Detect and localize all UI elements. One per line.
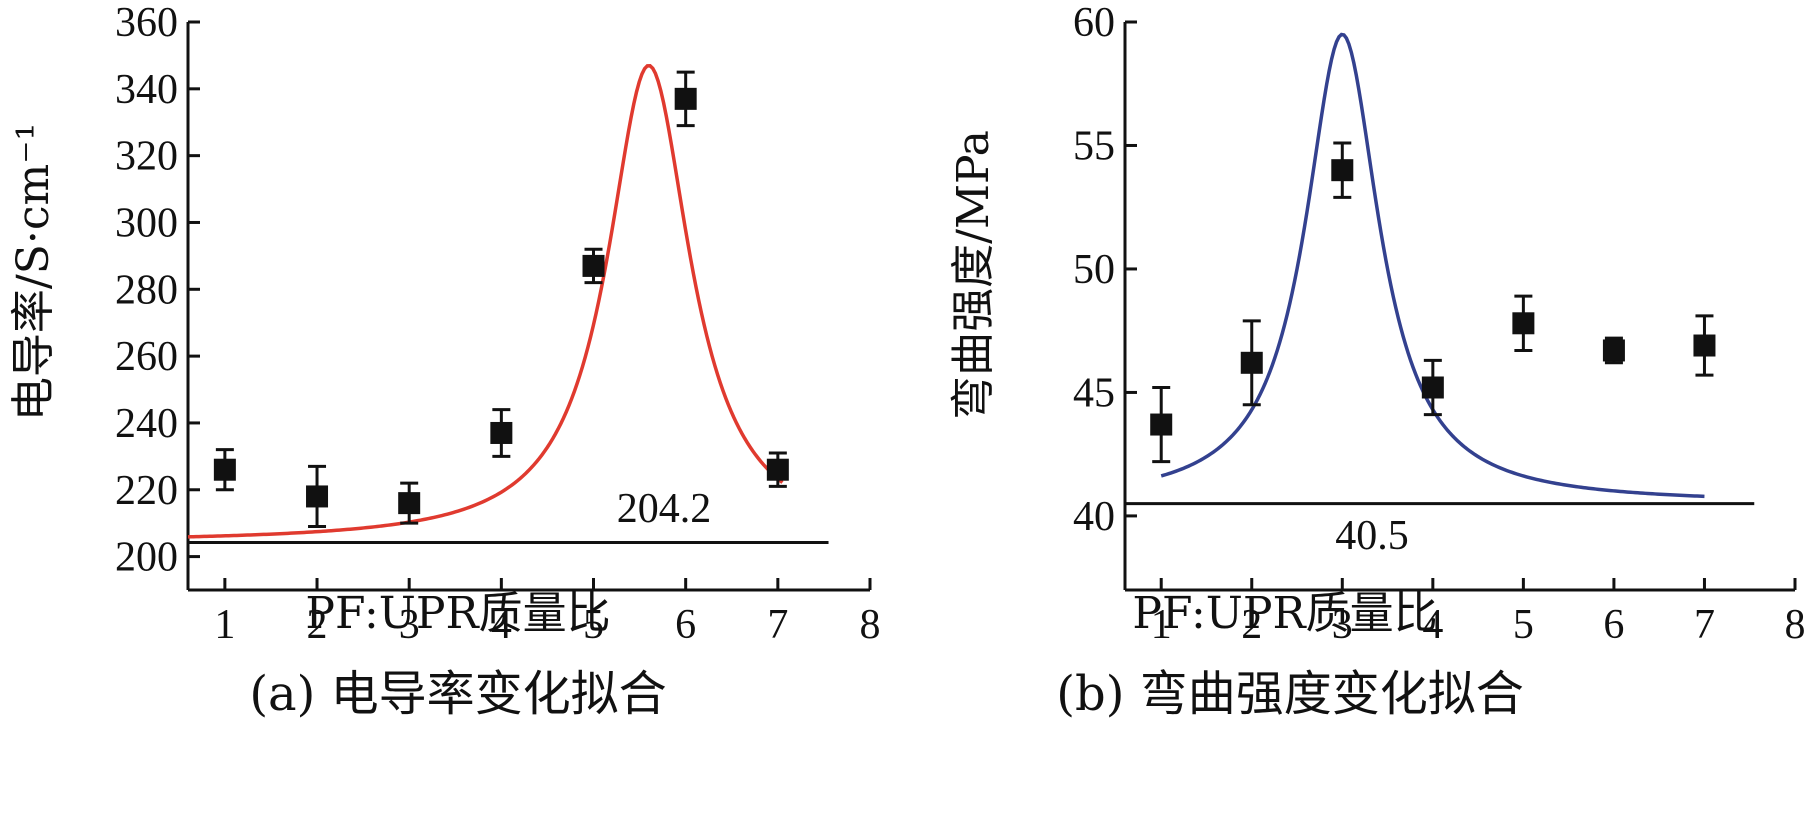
- panel-b-fit-curve: [1160, 32, 1705, 499]
- panel-a-xlabel: PF:UPR质量比: [305, 588, 610, 639]
- panel-b-marker: [1512, 312, 1535, 335]
- panel-a-ytick-label: 220: [115, 468, 178, 514]
- panel-a-marker: [306, 485, 329, 508]
- panel-a-marker: [213, 458, 236, 481]
- panel-b-baseline-label: 40.5: [1335, 513, 1409, 559]
- panel-b-marker: [1693, 334, 1716, 357]
- panel-a-ytick-label: 280: [115, 267, 178, 313]
- panel-a-marker: [398, 492, 421, 515]
- panel-b-ytick-label: 50: [1073, 247, 1115, 293]
- panel-a-marker: [582, 254, 605, 277]
- panel-a-caption: (a) 电导率变化拟合: [249, 666, 666, 722]
- panel-b-data-point: [1512, 294, 1535, 352]
- panel-b-xtick-label: 3: [1332, 602, 1353, 648]
- panel-a-ytick-label: 320: [115, 134, 178, 180]
- panel-a-data-point: [674, 70, 697, 128]
- panel-a-xtick-label: 4: [491, 602, 512, 648]
- panel-a-xtick-label: 6: [675, 602, 696, 648]
- panel-b-caption: (b) 弯曲强度变化拟合: [1056, 666, 1523, 722]
- panel-a-marker: [674, 87, 697, 110]
- panel-b-xtick-label: 8: [1785, 602, 1806, 648]
- panel-b-xtick-label: 2: [1241, 602, 1262, 648]
- panel-a-plot-area: 200 220 240 260 280 300 320 340 360 1 2 3 4 5 6 7 8: [115, 0, 881, 648]
- panel-a-xtick-label: 7: [767, 602, 788, 648]
- panel-a-baseline-label: 204.2: [617, 486, 712, 532]
- panel-b-data-point: [1693, 314, 1716, 377]
- panel-a-data-point: [213, 448, 236, 492]
- panel-b-data-point: [1331, 141, 1354, 199]
- panel-a-marker: [766, 458, 789, 481]
- panel-a-ylabel: 电导率/S·cm⁻¹: [8, 123, 59, 421]
- panel-b-marker: [1331, 159, 1354, 182]
- panel-b-ylabel: 弯曲强度/MPa: [948, 130, 999, 420]
- panel-a-data-point: [306, 464, 329, 529]
- panel-a-data-point: [582, 247, 605, 285]
- panel-a-data-point: [490, 408, 513, 458]
- panel-a-ytick-label: 300: [115, 200, 178, 246]
- panel-a: 200 220 240 260 280 300 320 340 360 1 2 3 4 5 6 7 8 电导率/…: [8, 0, 881, 722]
- panel-b-ytick-label: 60: [1073, 0, 1115, 46]
- panel-b-marker: [1150, 413, 1173, 436]
- panel-a-xtick-label: 2: [307, 602, 328, 648]
- panel-a-ytick-label: 200: [115, 535, 178, 581]
- panel-b-marker: [1602, 339, 1625, 362]
- panel-b-xtick-label: 1: [1151, 602, 1172, 648]
- panel-b-xlabel: PF:UPR质量比: [1132, 588, 1437, 639]
- panel-b-ytick-label: 40: [1073, 494, 1115, 540]
- panel-b-ytick-label: 45: [1073, 370, 1115, 416]
- panel-b-xtick-label: 6: [1603, 602, 1624, 648]
- panel-b-marker: [1421, 376, 1444, 399]
- panel-a-data-point: [766, 451, 789, 488]
- panel-b-ytick-label: 55: [1073, 123, 1115, 169]
- panel-b-marker: [1240, 351, 1263, 374]
- panel-b-data-point: [1602, 336, 1625, 365]
- panel-a-ytick-label: 340: [115, 67, 178, 113]
- panel-a-xtick-label: 3: [399, 602, 420, 648]
- panel-a-xtick-label: 1: [214, 602, 235, 648]
- panel-b-xtick-label: 5: [1513, 602, 1534, 648]
- panel-a-xtick-label: 5: [583, 602, 604, 648]
- panel-b-data-point: [1421, 358, 1444, 417]
- panel-a-ytick-label: 360: [115, 0, 178, 46]
- panel-a-ytick-label: 240: [115, 401, 178, 447]
- panel-b-data-point: [1150, 385, 1173, 464]
- panel-a-xtick-label: 8: [860, 602, 881, 648]
- panel-a-data-point: [398, 481, 421, 525]
- panel-b-data-point: [1240, 319, 1263, 407]
- panel-a-marker: [490, 421, 513, 444]
- panel-a-ytick-label: 260: [115, 334, 178, 380]
- panel-a-fit-curve: [187, 63, 784, 539]
- panel-b-xtick-label: 4: [1422, 602, 1443, 648]
- panel-b-xtick-label: 7: [1694, 602, 1715, 648]
